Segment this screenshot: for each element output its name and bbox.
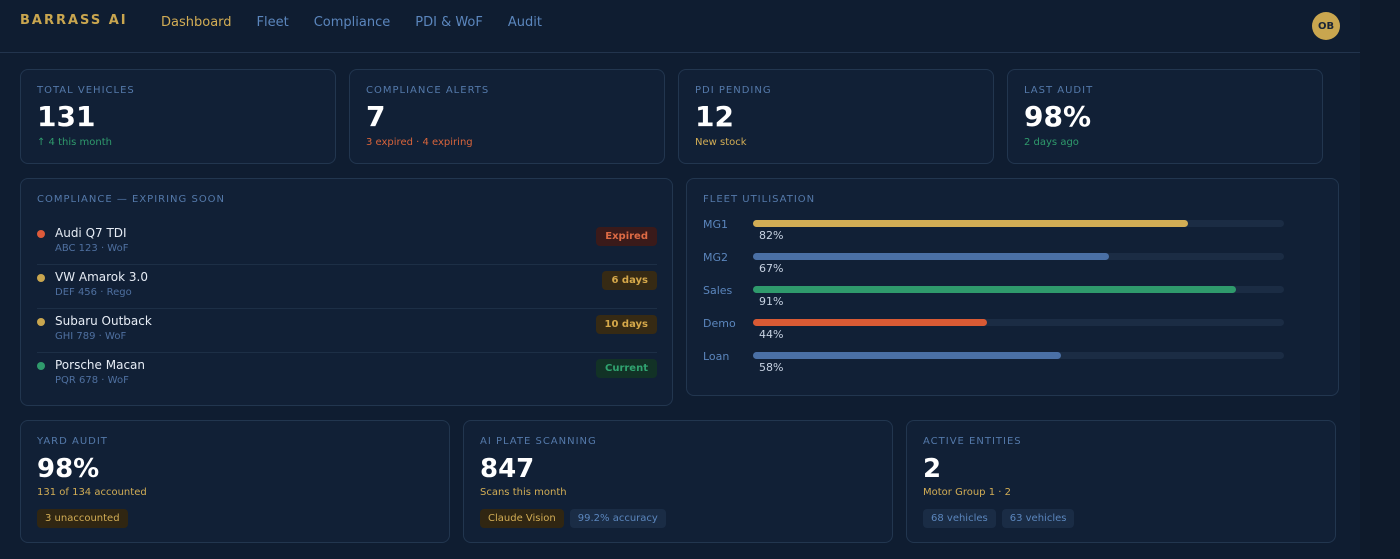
compliance-panel: COMPLIANCE — EXPIRING SOON Audi Q7 TDI A… [20, 178, 673, 406]
status-dot [37, 230, 45, 238]
stat-label: TOTAL VEHICLES [37, 85, 135, 96]
app: BARRASS AI Dashboard Fleet Compliance PD… [0, 0, 1360, 543]
entity-vehicles-chip[interactable]: 63 vehicles [1001, 509, 1075, 528]
model-chip[interactable]: Claude Vision [480, 509, 564, 528]
utilisation-group: Sales [703, 284, 733, 297]
vehicle-name: Porsche Macan [55, 358, 145, 372]
utilisation-row: MG1 82% [703, 218, 1284, 248]
utilisation-row: MG2 67% [703, 251, 1284, 281]
chip-group: 68 vehicles 63 vehicles [923, 509, 1075, 528]
vehicle-plate: GHI 789 · WoF [55, 331, 127, 342]
utilisation-row: Sales 91% [703, 284, 1284, 314]
progress-track [753, 286, 1284, 293]
fleet-utilisation-panel: FLEET UTILISATION MG1 82% MG2 67% Sales … [686, 178, 1339, 396]
card-title: YARD AUDIT [37, 436, 108, 447]
card-title: AI PLATE SCANNING [480, 436, 597, 447]
utilisation-row: Demo 44% [703, 317, 1284, 347]
stat-card-last-audit[interactable]: LAST AUDIT 98% 2 days ago [1007, 69, 1323, 164]
scrollbar-gutter[interactable] [1360, 0, 1400, 559]
list-item[interactable]: Porsche Macan PQR 678 · WoF Current [37, 353, 657, 397]
utilisation-percent: 67% [759, 262, 784, 275]
utilisation-group: Demo [703, 317, 736, 330]
card-title: ACTIVE ENTITIES [923, 436, 1022, 447]
nav-fleet[interactable]: Fleet [256, 15, 289, 30]
scan-count: 847 [480, 454, 535, 484]
entities-detail: Motor Group 1 · 2 [923, 487, 1011, 498]
chip-group: Claude Vision 99.2% accuracy [480, 509, 666, 528]
status-badge: Expired [596, 227, 657, 246]
entities-count: 2 [923, 454, 942, 484]
utilisation-percent: 44% [759, 328, 784, 341]
progress-fill [753, 352, 1061, 359]
vehicle-plate: ABC 123 · WoF [55, 243, 129, 254]
utilisation-group: Loan [703, 350, 730, 363]
stat-trend: ↑ 4 this month [37, 137, 112, 148]
list-item[interactable]: Audi Q7 TDI ABC 123 · WoF Expired [37, 221, 657, 265]
unaccounted-chip[interactable]: 3 unaccounted [37, 509, 128, 528]
status-dot [37, 274, 45, 282]
yard-audit-card[interactable]: YARD AUDIT 98% 131 of 134 accounted 3 un… [20, 420, 450, 543]
active-entities-card[interactable]: ACTIVE ENTITIES 2 Motor Group 1 · 2 68 v… [906, 420, 1336, 543]
status-badge: 10 days [595, 315, 657, 334]
top-navigation-bar: BARRASS AI Dashboard Fleet Compliance PD… [0, 0, 1360, 53]
vehicle-plate: PQR 678 · WoF [55, 375, 129, 386]
utilisation-group: MG1 [703, 218, 729, 231]
stat-label: LAST AUDIT [1024, 85, 1094, 96]
list-item[interactable]: Subaru Outback GHI 789 · WoF 10 days [37, 309, 657, 353]
stat-value: 131 [37, 100, 96, 133]
panel-title: COMPLIANCE — EXPIRING SOON [37, 194, 226, 205]
progress-track [753, 220, 1284, 227]
stat-detail: New stock [695, 137, 747, 148]
stat-card-compliance-alerts[interactable]: COMPLIANCE ALERTS 7 3 expired · 4 expiri… [349, 69, 665, 164]
vehicle-name: VW Amarok 3.0 [55, 270, 148, 284]
brand-logo[interactable]: BARRASS AI [20, 13, 128, 28]
progress-track [753, 352, 1284, 359]
nav-compliance[interactable]: Compliance [313, 15, 391, 30]
vehicle-plate: DEF 456 · Rego [55, 287, 132, 298]
nav-audit[interactable]: Audit [507, 15, 542, 30]
nav-dashboard[interactable]: Dashboard [161, 15, 232, 30]
audit-detail: 131 of 134 accounted [37, 487, 147, 498]
progress-fill [753, 253, 1109, 260]
main-nav: Dashboard Fleet Compliance PDI & WoF Aud… [161, 15, 567, 30]
utilisation-percent: 58% [759, 361, 784, 374]
stat-value: 12 [695, 100, 734, 133]
accuracy-chip[interactable]: 99.2% accuracy [569, 509, 666, 528]
entity-vehicles-chip[interactable]: 68 vehicles [923, 509, 996, 528]
utilisation-percent: 82% [759, 229, 784, 242]
chip-group: 3 unaccounted [37, 509, 128, 528]
nav-pdi-wof[interactable]: PDI & WoF [415, 15, 483, 30]
stat-label: PDI PENDING [695, 85, 772, 96]
status-badge: Current [595, 359, 657, 378]
user-avatar[interactable]: OB [1312, 12, 1340, 40]
stat-card-pdi-pending[interactable]: PDI PENDING 12 New stock [678, 69, 994, 164]
stat-detail: 3 expired · 4 expiring [366, 137, 473, 148]
stat-value: 98% [1024, 100, 1092, 133]
progress-track [753, 253, 1284, 260]
utilisation-row: Loan 58% [703, 350, 1284, 380]
stat-detail: 2 days ago [1024, 137, 1079, 148]
stat-card-total-vehicles[interactable]: TOTAL VEHICLES 131 ↑ 4 this month [20, 69, 336, 164]
stat-value: 7 [366, 100, 386, 133]
plate-scanning-card[interactable]: AI PLATE SCANNING 847 Scans this month C… [463, 420, 893, 543]
vehicle-name: Audi Q7 TDI [55, 226, 127, 240]
utilisation-percent: 91% [759, 295, 784, 308]
status-badge: 6 days [602, 271, 657, 290]
progress-track [753, 319, 1284, 326]
scan-detail: Scans this month [480, 487, 567, 498]
progress-fill [753, 220, 1189, 227]
utilisation-group: MG2 [703, 251, 729, 264]
vehicle-name: Subaru Outback [55, 314, 152, 328]
audit-value: 98% [37, 454, 100, 484]
status-dot [37, 318, 45, 326]
stat-label: COMPLIANCE ALERTS [366, 85, 490, 96]
progress-fill [753, 286, 1237, 293]
status-dot [37, 362, 45, 370]
panel-title: FLEET UTILISATION [703, 194, 816, 205]
list-item[interactable]: VW Amarok 3.0 DEF 456 · Rego 6 days [37, 265, 657, 309]
progress-fill [753, 319, 987, 326]
